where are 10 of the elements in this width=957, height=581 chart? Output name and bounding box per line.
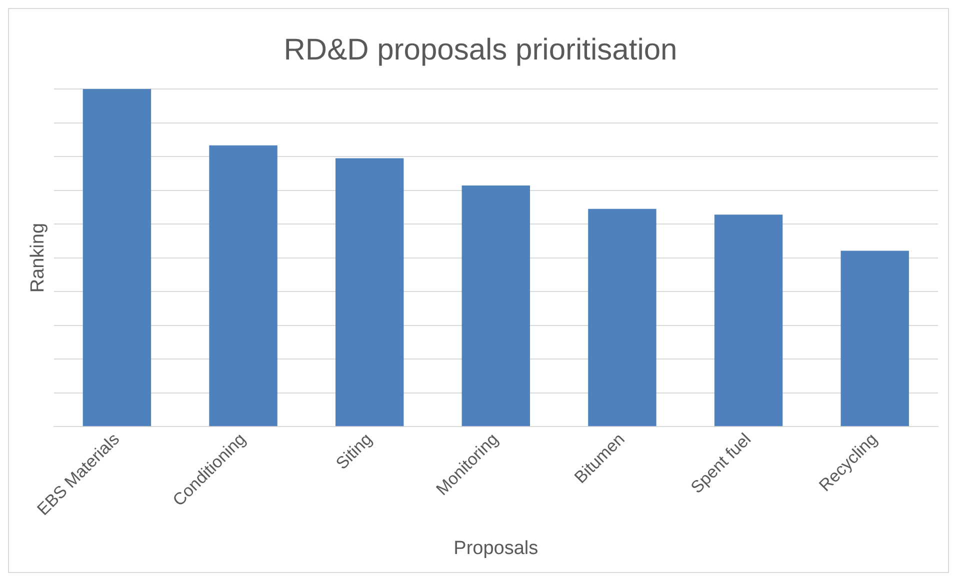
- bar: [588, 208, 656, 426]
- x-axis-title: Proposals: [454, 538, 538, 559]
- bar: [335, 158, 404, 426]
- bar: [462, 186, 530, 426]
- bar: [714, 214, 783, 426]
- chart-title: RD&D proposals prioritisation: [284, 33, 678, 66]
- y-axis-title: Ranking: [28, 222, 49, 293]
- bar: [840, 250, 909, 426]
- bar: [82, 89, 152, 426]
- bar: [209, 145, 278, 426]
